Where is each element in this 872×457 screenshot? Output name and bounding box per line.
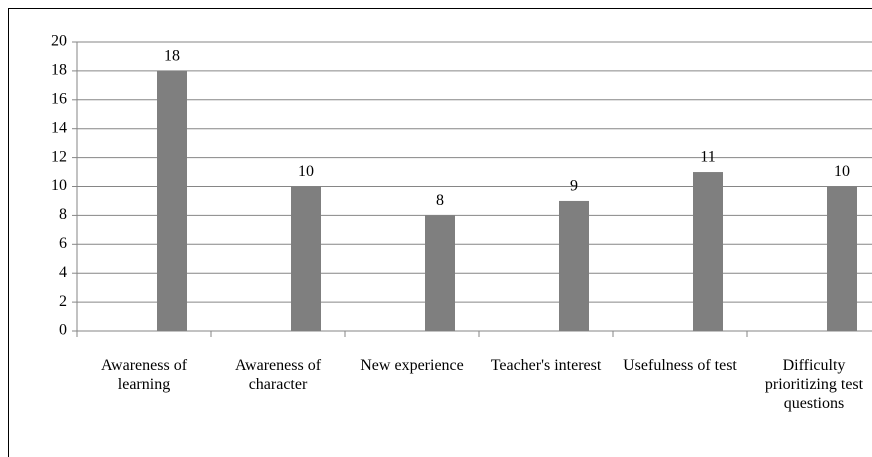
data-label: 10 <box>834 163 850 180</box>
data-label: 18 <box>164 48 180 65</box>
data-label: 10 <box>298 163 314 180</box>
bar <box>693 172 723 331</box>
x-tick-label: Usefulness of test <box>623 357 737 374</box>
y-tick-label: 2 <box>59 293 67 310</box>
y-tick-label: 10 <box>51 177 67 194</box>
y-tick-label: 0 <box>59 322 67 339</box>
bar <box>827 186 857 331</box>
y-tick-label: 6 <box>59 235 67 252</box>
data-label: 8 <box>436 192 444 209</box>
x-tick-label: Teacher's interest <box>490 357 602 374</box>
y-tick-label: 16 <box>51 90 67 107</box>
bar <box>425 215 455 331</box>
bar <box>559 200 589 331</box>
bar <box>157 70 187 332</box>
data-label: 9 <box>570 178 578 195</box>
y-tick-label: 8 <box>59 206 67 223</box>
x-tick-label: Awareness of character <box>234 357 322 393</box>
y-tick-label: 12 <box>51 148 67 165</box>
data-label: 11 <box>700 149 715 166</box>
bar <box>291 186 321 331</box>
y-tick-label: 20 <box>51 33 67 50</box>
y-tick-label: 4 <box>59 264 67 281</box>
x-tick-label: Awareness of learning <box>100 357 188 393</box>
x-tick-label: New experience <box>360 357 464 374</box>
y-tick-label: 18 <box>51 62 67 79</box>
chart-frame <box>8 8 872 457</box>
x-tick-label: Difficulty prioritizing test questions <box>764 357 864 412</box>
y-tick-label: 14 <box>51 119 67 136</box>
